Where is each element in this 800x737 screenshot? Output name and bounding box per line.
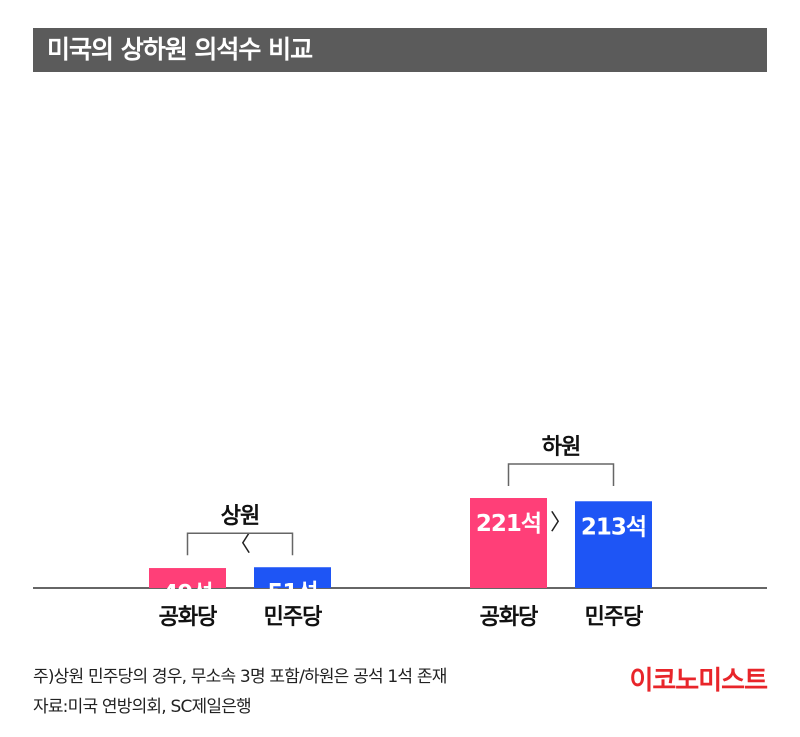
category-label: 공화당 (159, 605, 217, 630)
bar-house-democrat (575, 501, 652, 588)
footnote-source: 자료:미국 연방의회, SC제일은행 (33, 697, 252, 717)
bar-senate-republican (149, 568, 226, 588)
category-label: 민주당 (264, 605, 322, 630)
bar-value-label: 49석 (162, 581, 212, 607)
brand-logo: 이코노미스트 (629, 666, 768, 696)
bar-value-label: 213석 (581, 514, 646, 540)
comparison-sign: 〈 (229, 532, 251, 557)
bar-senate-democrat (254, 567, 331, 588)
group-bracket (186, 532, 294, 556)
footnote-note: 주)상원 민주당의 경우, 무소속 3명 포함/하원은 공석 1석 존재 (33, 667, 447, 687)
bar-house-republican (470, 498, 547, 588)
title-bar: 미국의 상하원 의석수 비교 (33, 28, 767, 72)
group-bracket (507, 463, 615, 487)
bar-value-label: 221석 (476, 511, 541, 537)
chart-title: 미국의 상하원 의석수 비교 (47, 35, 313, 64)
category-label: 민주당 (585, 605, 643, 630)
group-label: 상원 (221, 504, 259, 529)
category-label: 공화당 (480, 605, 538, 630)
group-label: 하원 (542, 435, 580, 460)
bar-value-label: 51석 (267, 580, 317, 606)
comparison-sign: 〉 (550, 511, 572, 536)
